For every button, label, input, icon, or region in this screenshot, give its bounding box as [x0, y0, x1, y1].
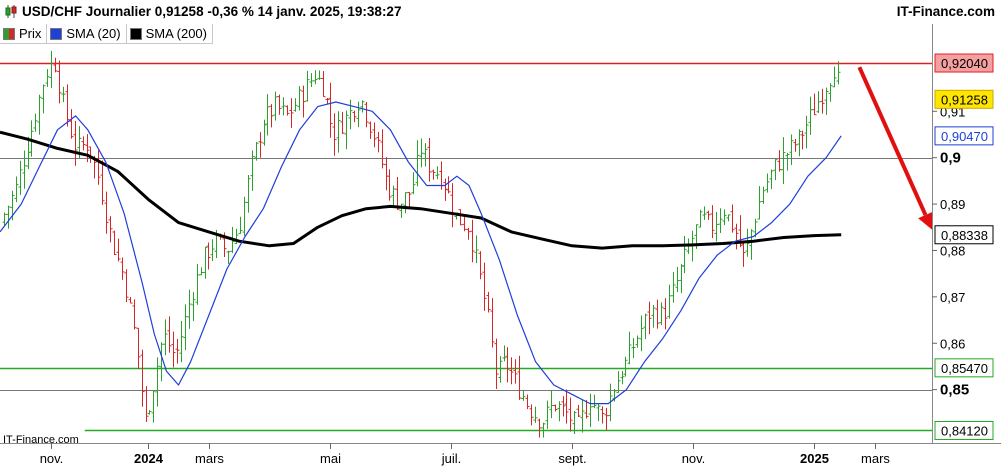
down-arrow-head: [918, 211, 933, 230]
legend-item-price[interactable]: Prix: [0, 24, 48, 44]
sma20-swatch-icon: [50, 27, 63, 40]
y-tick-label: 0,85: [940, 382, 969, 399]
price-tag-label: 0,90470: [941, 129, 988, 144]
price-tag-label: 0,92040: [941, 56, 988, 71]
price-swatch-icon: [3, 27, 15, 40]
x-tick-label: 2024: [134, 451, 164, 466]
x-tick-label: sept.: [558, 451, 586, 466]
x-tick-label: mars: [861, 451, 890, 466]
x-tick-label: mai: [320, 451, 341, 466]
watermark: IT-Finance.com: [3, 434, 79, 446]
y-tick-label: 0,86: [940, 336, 965, 351]
y-tick-label: 0,88: [940, 243, 965, 258]
candlestick-icon: [5, 5, 17, 18]
legend-label: SMA (20): [66, 26, 121, 41]
price-tag-sma20: [934, 126, 994, 146]
sma200-line: [0, 130, 842, 250]
x-tick-label: nov.: [40, 451, 64, 466]
x-tick-label: juil.: [441, 451, 462, 466]
price-tag-label: 0,88338: [941, 228, 988, 243]
price-tag-support: [934, 358, 994, 378]
y-tick-label: 0,89: [940, 197, 965, 212]
price-tag-resistance: [934, 53, 994, 73]
x-tick-label: mars: [195, 451, 224, 466]
legend-label: Prix: [19, 26, 42, 41]
price-tag-label: 0,84120: [941, 423, 988, 438]
legend-item-sma200[interactable]: SMA (200): [126, 24, 213, 44]
chart-title: USD/CHF Journalier 0,91258 -0,36 % 14 ja…: [22, 4, 402, 19]
price-tag-label: 0,85470: [941, 361, 988, 376]
legend: Prix SMA (20) SMA (200): [0, 24, 213, 44]
y-tick-label: 0,9: [940, 150, 961, 167]
chart-header: USD/CHF Journalier 0,91258 -0,36 % 14 ja…: [0, 0, 1001, 24]
legend-item-sma20[interactable]: SMA (20): [47, 24, 127, 44]
price-tag-support: [934, 420, 994, 440]
x-tick-label: 2025: [800, 451, 829, 466]
brand-label: IT-Finance.com: [896, 4, 995, 19]
plot-area: [0, 44, 932, 443]
price-tag-sma200: [934, 225, 994, 245]
price-tag-last: [934, 89, 994, 109]
sma20-line: [0, 101, 842, 405]
sma200-swatch-icon: [129, 27, 142, 40]
price-tag-label: 0,91258: [941, 92, 988, 107]
y-tick-label: 0,87: [940, 290, 965, 305]
down-arrow-shaft: [857, 66, 928, 216]
x-tick-label: nov.: [682, 451, 706, 466]
legend-label: SMA (200): [145, 26, 207, 41]
